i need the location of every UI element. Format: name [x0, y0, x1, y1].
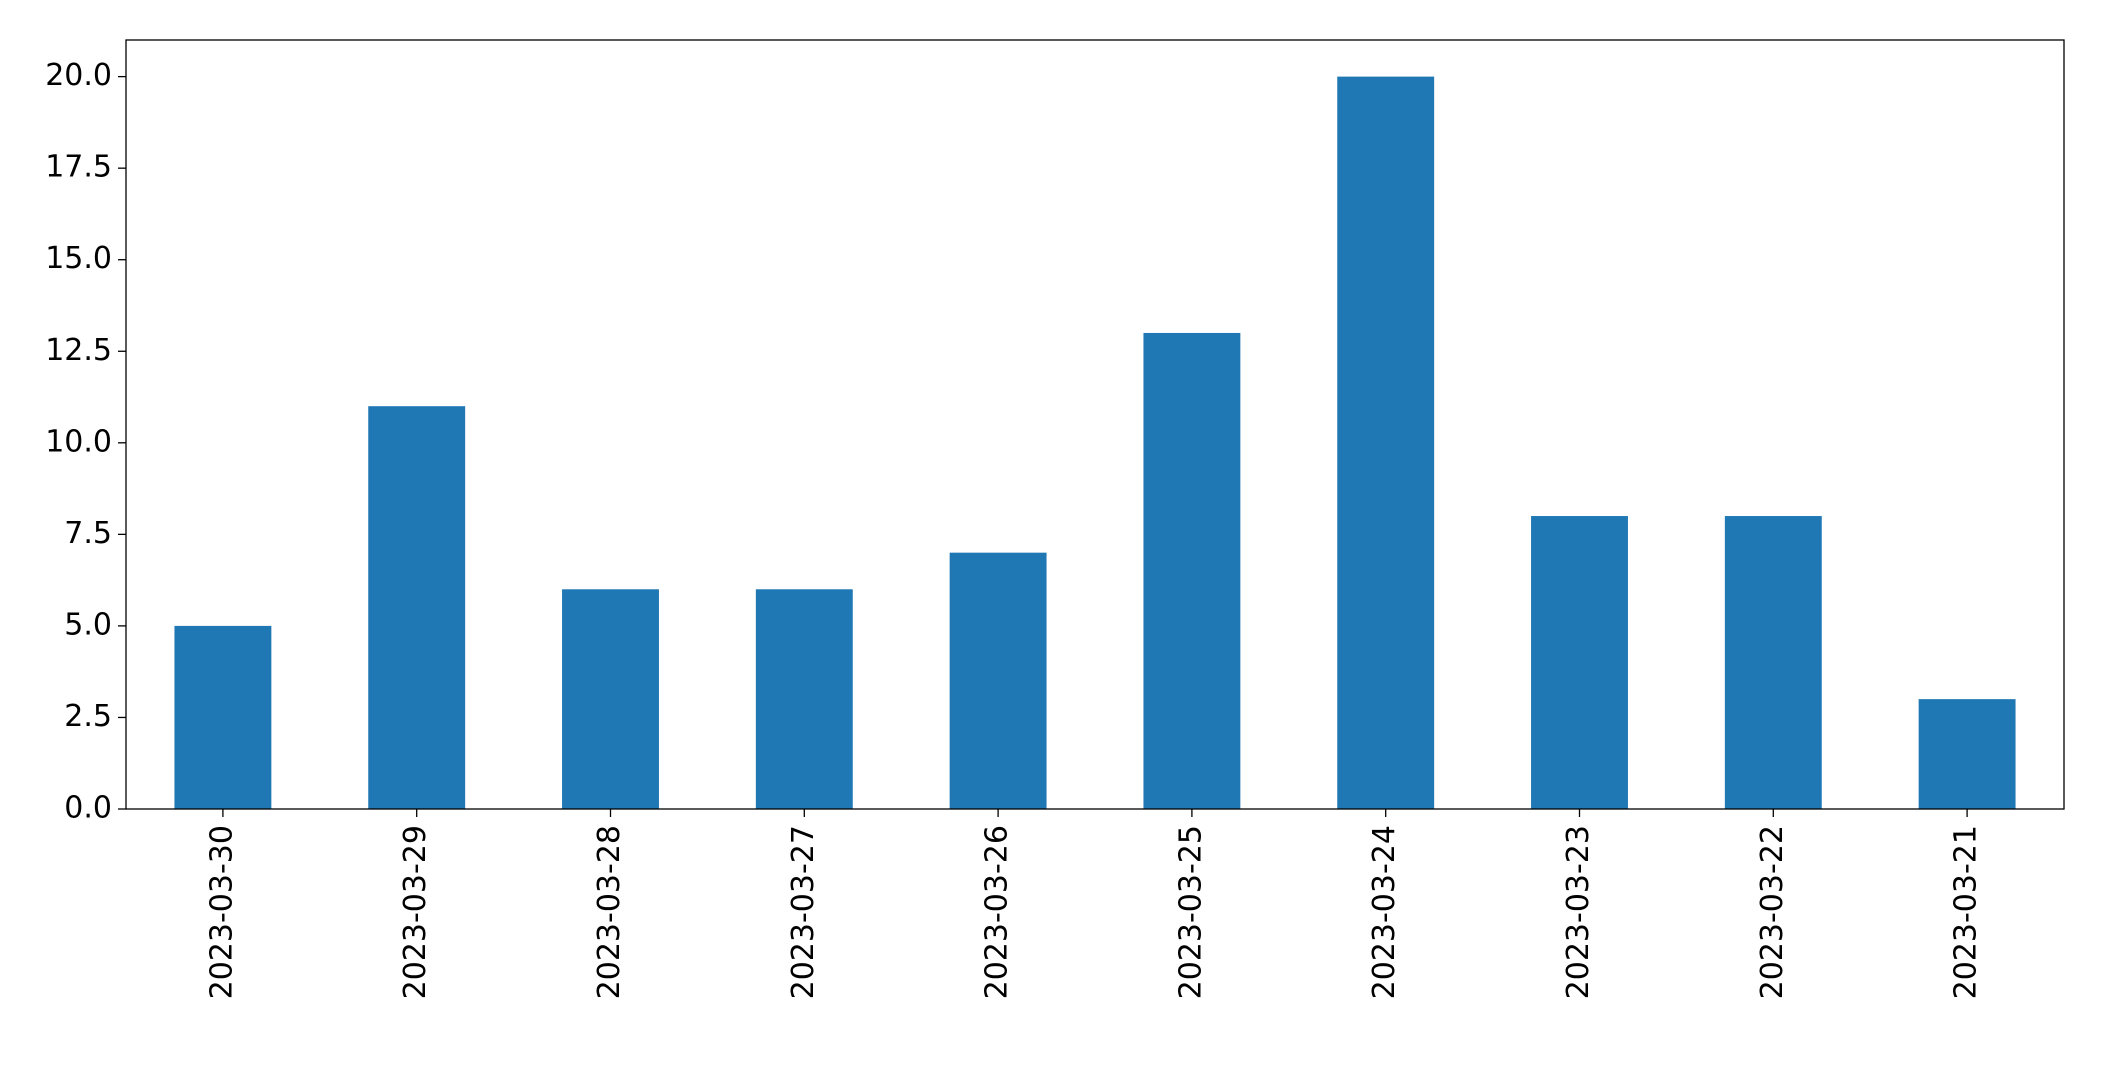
- x-tick-label: 2023-03-23: [1561, 825, 1596, 999]
- y-tick-label: 7.5: [64, 516, 112, 551]
- y-tick-label: 20.0: [45, 58, 112, 93]
- bar: [1918, 699, 2016, 809]
- y-tick-label: 5.0: [64, 607, 112, 642]
- bar: [949, 552, 1047, 809]
- bar: [368, 406, 466, 809]
- y-tick-label: 12.5: [45, 333, 112, 368]
- bar: [1143, 332, 1241, 809]
- x-tick-label: 2023-03-24: [1367, 825, 1402, 999]
- bar: [174, 625, 272, 809]
- bar: [1337, 76, 1435, 810]
- y-tick-label: 2.5: [64, 699, 112, 734]
- x-tick-label: 2023-03-22: [1755, 825, 1790, 999]
- plot-frame: [125, 39, 2065, 810]
- x-tick-label: 2023-03-27: [786, 825, 821, 999]
- x-tick-label: 2023-03-25: [1173, 825, 1208, 999]
- x-tick-label: 2023-03-29: [398, 825, 433, 999]
- y-tick-label: 10.0: [45, 424, 112, 459]
- x-tick-label: 2023-03-28: [592, 825, 627, 999]
- bar: [1531, 516, 1628, 809]
- y-tick-label: 17.5: [45, 150, 112, 185]
- bar: [562, 589, 659, 809]
- x-tick-label: 2023-03-21: [1949, 825, 1984, 999]
- y-tick-label: 15.0: [45, 241, 112, 276]
- x-tick-label: 2023-03-30: [204, 825, 239, 999]
- y-tick-label: 0.0: [64, 791, 112, 826]
- x-tick-label: 2023-03-26: [980, 825, 1015, 999]
- bar: [1724, 516, 1822, 809]
- bar: [755, 589, 853, 809]
